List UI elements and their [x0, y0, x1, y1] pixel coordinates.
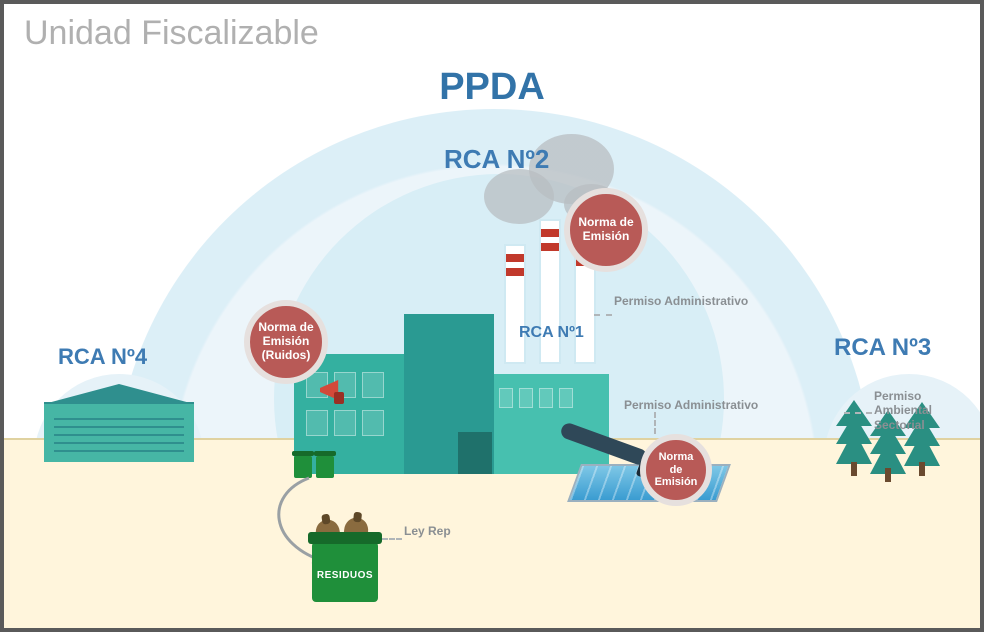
callout-ley-rep: Ley Rep: [404, 524, 451, 538]
callout-permiso-administrativo: Permiso Administrativo: [624, 398, 758, 412]
dashed-leader: [594, 314, 612, 316]
tree-trunk: [885, 468, 891, 482]
dashed-leader: [654, 412, 656, 434]
callout-permiso-ambiental-sectorial: Permiso Ambiental Sectorial: [874, 389, 964, 432]
megaphone-icon: [334, 392, 344, 404]
warehouse-rca4: [44, 384, 194, 474]
callout-permiso-administrativo: Permiso Administrativo: [614, 294, 748, 308]
rca-label-2: RCA Nº2: [444, 144, 549, 175]
rca-label-4: RCA Nº4: [58, 344, 147, 370]
page-title: Unidad Fiscalizable: [24, 14, 319, 53]
residuos-bin-label: RESIDUOS: [312, 570, 378, 581]
badge-norma-emision-agua: Norma de Emisión: [640, 434, 712, 506]
infographic-stage: Unidad Fiscalizable PPDA: [0, 0, 984, 632]
ppda-label: PPDA: [439, 66, 545, 109]
badge-norma-emision: Norma de Emisión: [564, 188, 648, 272]
badge-norma-emision-ruidos: Norma de Emisión (Ruidos): [244, 300, 328, 384]
tree-trunk: [919, 462, 925, 476]
dashed-leader: [844, 412, 872, 414]
rca-label-1: RCA Nº1: [519, 324, 584, 342]
rca-label-3: RCA Nº3: [834, 334, 931, 362]
tree-trunk: [851, 462, 857, 476]
